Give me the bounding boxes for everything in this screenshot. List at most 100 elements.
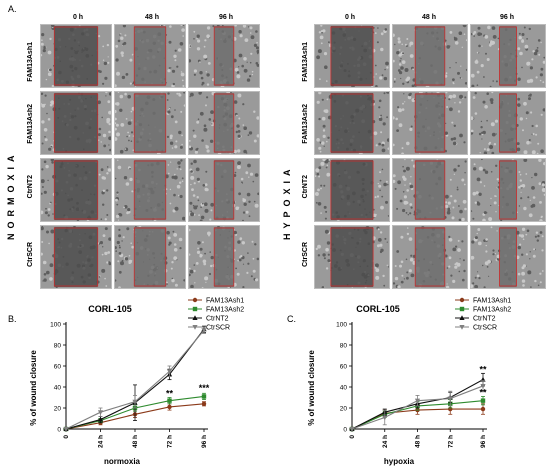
row-label-fam13ash2-hypoxia: FAM13Ash2 [302, 104, 309, 144]
x-tick-label: 24 h [382, 435, 389, 448]
micrograph-fam13ash1-48h-hypoxia [392, 24, 468, 88]
micrograph-fam13ash2-48h-hypoxia [392, 91, 468, 155]
y-tick-label: 20 [340, 406, 348, 413]
legend-label-ctrscr: CtrSCR [206, 325, 230, 332]
micrograph-ctrscr-48h-normoxia [114, 225, 186, 289]
micrograph-ctrscr-0h-normoxia [40, 225, 112, 289]
chart-b-title: CORL-105 [88, 304, 132, 314]
y-tick-label: 60 [54, 364, 62, 371]
micrograph-ctrnt2-96h-normoxia [188, 158, 260, 222]
micrograph-ctrnt2-48h-hypoxia [392, 158, 468, 222]
legend-label-ctrnt2: CtrNT2 [473, 316, 496, 323]
point-fam13ash2 [480, 398, 486, 403]
micrograph-ctrnt2-48h-normoxia [114, 158, 186, 222]
point-ctrnt2 [459, 315, 465, 320]
line-chart-normoxia: B. CORL-105 % of wound closure normoxia … [8, 297, 244, 467]
row-label-ctrscr-normoxia: CtrSCR [27, 242, 34, 267]
significance-label: ** [479, 387, 487, 397]
point-ctrscr [63, 427, 69, 432]
y-tick-label: 20 [54, 406, 62, 413]
condition-label-hypoxia: HYPOXIA [282, 164, 292, 240]
y-tick-label: 40 [340, 385, 348, 392]
micrograph-ctrnt2-0h-hypoxia [314, 158, 390, 222]
x-tick-label: 96 h [201, 435, 208, 448]
micrograph-fam13ash2-0h-hypoxia [314, 91, 390, 155]
significance-label: *** [199, 383, 210, 393]
chart-c-plot-area: 0 20 40 60 80 100 0 24 h 48 h 72 h 96 h ** ** [336, 322, 487, 448]
time-header-96h-normoxia: 96 h [218, 14, 233, 21]
micrograph-ctrscr-48h-hypoxia [392, 225, 468, 289]
row-label-fam13ash2-normoxia: FAM13Ash2 [27, 104, 34, 144]
y-tick-label: 60 [340, 364, 348, 371]
panel-a-letter: A. [8, 4, 17, 14]
y-tick-label: 80 [340, 343, 348, 350]
micrograph-fam13ash1-0h-normoxia [40, 24, 112, 88]
point-ctrnt2 [97, 416, 104, 422]
legend-label-fam13ash2: FAM13Ash2 [473, 307, 511, 314]
x-tick-label: 0 [349, 435, 356, 439]
point-ctrscr [97, 410, 104, 415]
x-tick-label: 24 h [98, 435, 105, 448]
significance-label: ** [166, 388, 174, 398]
point-fam13ash2 [167, 398, 172, 403]
y-tick-label: 80 [54, 343, 62, 350]
significance-label: ** [479, 364, 487, 374]
condition-label-normoxia: NORMOXIA [6, 150, 16, 241]
micrograph-fam13ash1-96h-hypoxia [470, 24, 546, 88]
point-ctrscr [459, 325, 465, 330]
micrograph-fam13ash2-0h-normoxia [40, 91, 112, 155]
point-fam13ash2 [459, 306, 465, 312]
time-header-0h-normoxia: 0 h [72, 14, 84, 21]
micrograph-ctrscr-0h-hypoxia [314, 225, 390, 289]
row-label-fam13ash1-normoxia: FAM13Ash1 [27, 42, 34, 82]
row-label-ctrnt2-hypoxia: CtrNT2 [302, 175, 309, 199]
point-ctrscr [480, 383, 486, 389]
chart-b-ylabel: % of wound closure [29, 350, 38, 426]
x-tick-label: 96 h [480, 435, 487, 448]
point-ctrnt2 [192, 315, 198, 320]
y-tick-label: 0 [343, 427, 347, 434]
x-tick-label: 48 h [132, 435, 139, 448]
point-ctrscr [349, 427, 355, 432]
point-ctrscr [414, 398, 421, 404]
point-ctrscr [201, 328, 207, 334]
row-label-fam13ash1-hypoxia: FAM13Ash1 [302, 42, 309, 82]
micrograph-ctrscr-96h-normoxia [188, 225, 260, 289]
chart-c-title: CORL-105 [356, 304, 400, 314]
point-fam13ash1 [201, 401, 207, 406]
panel-b-letter: B. [8, 314, 17, 324]
point-fam13ash2 [201, 394, 207, 399]
point-fam13ash1 [192, 297, 198, 303]
y-tick-label: 0 [57, 427, 61, 434]
chart-c-xlabel: hypoxia [384, 457, 415, 466]
line-chart-hypoxia: C. CORL-105 % of wound closure hypoxia 0… [287, 298, 511, 467]
panel-c-letter: C. [287, 314, 296, 324]
y-tick-label: 100 [50, 322, 61, 329]
micrograph-fam13ash1-0h-hypoxia [314, 24, 390, 88]
x-tick-label: 48 h [415, 435, 422, 448]
legend-label-ctrnt2: CtrNT2 [206, 316, 229, 323]
point-ctrscr [447, 396, 453, 402]
time-header-96h-hypoxia: 96 h [499, 14, 514, 21]
chart-c-ylabel: % of wound closure [307, 350, 316, 426]
micrograph-fam13ash1-96h-normoxia [188, 24, 260, 88]
micrograph-fam13ash2-48h-normoxia [114, 91, 186, 155]
point-ctrscr [382, 415, 388, 421]
legend-label-fam13ash1: FAM13Ash1 [206, 298, 244, 305]
chart-c-legend: FAM13Ash1 FAM13Ash2 CtrNT2 CtrSCR [455, 298, 511, 332]
micrograph-ctrscr-96h-hypoxia [470, 225, 546, 289]
micrograph-ctrnt2-0h-normoxia [40, 158, 112, 222]
row-label-ctrnt2-normoxia: CtrNT2 [27, 175, 34, 199]
micrograph-fam13ash2-96h-hypoxia [470, 91, 546, 155]
micrograph-fam13ash1-48h-normoxia [114, 24, 186, 88]
point-fam13ash1 [459, 297, 465, 303]
x-tick-label: 72 h [447, 435, 454, 448]
time-header-48h-hypoxia: 48 h [421, 14, 436, 21]
point-ctrscr [166, 369, 173, 375]
x-tick-label: 0 [63, 435, 70, 439]
legend-label-ctrscr: CtrSCR [473, 325, 497, 332]
time-header-0h-hypoxia: 0 h [344, 14, 356, 21]
point-fam13ash1 [480, 406, 486, 412]
point-fam13ash1 [167, 404, 172, 410]
